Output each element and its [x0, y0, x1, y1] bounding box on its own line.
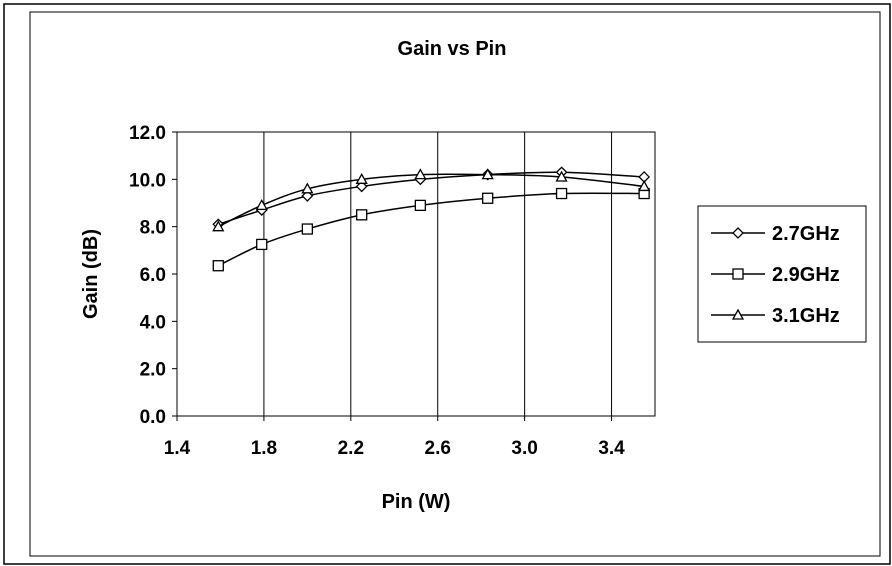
- legend-label: 3.1GHz: [772, 305, 840, 327]
- square-marker: [482, 192, 494, 204]
- x-tick-label: 2.2: [338, 438, 364, 459]
- y-tick-label: 2.0: [140, 360, 166, 381]
- x-tick-label: 2.6: [425, 438, 451, 459]
- y-tick-label: 10.0: [129, 170, 166, 191]
- legend: 2.7GHz 2.9GHz 3.1GHz: [711, 223, 840, 327]
- chart-title: Gain vs Pin: [398, 38, 507, 60]
- legend-label: 2.7GHz: [772, 223, 840, 245]
- triangle-marker: [555, 170, 568, 182]
- triangle-marker: [212, 220, 225, 232]
- legend-entry: 2.7GHz: [711, 223, 840, 245]
- y-tick-label: 6.0: [140, 265, 166, 286]
- triangle-marker: [481, 168, 494, 180]
- triangle-marker: [638, 180, 651, 192]
- legend-diamond-marker: [732, 227, 744, 239]
- series-3.1GHz-group: [212, 168, 651, 232]
- square-marker: [555, 187, 568, 200]
- legend-square-marker: [732, 268, 744, 280]
- x-tick-label: 1.8: [251, 438, 277, 459]
- y-axis-label: Gain (dB): [80, 229, 102, 319]
- y-tick-label: 8.0: [140, 218, 166, 239]
- grid-lines: [263, 132, 613, 416]
- x-tick-label: 3.0: [511, 438, 537, 459]
- triangle-marker: [255, 199, 268, 211]
- legend-triangle-marker: [731, 308, 745, 320]
- series-2.9GHz-group: [212, 187, 650, 272]
- y-tick-label: 12.0: [129, 123, 166, 144]
- legend-entry: 3.1GHz: [711, 305, 840, 327]
- square-marker: [256, 238, 268, 251]
- legend-entry: 2.9GHz: [711, 264, 840, 286]
- square-marker: [414, 199, 426, 212]
- square-marker: [212, 260, 224, 272]
- triangle-marker: [301, 182, 314, 194]
- legend-label: 2.9GHz: [772, 264, 840, 286]
- x-axis-label: Pin (W): [382, 491, 451, 513]
- y-tick-label: 4.0: [140, 312, 166, 333]
- triangle-marker: [355, 172, 368, 184]
- series-layer: [212, 166, 651, 272]
- square-marker: [356, 209, 368, 221]
- triangle-marker: [414, 168, 427, 180]
- square-marker: [301, 223, 314, 235]
- x-tick-label: 1.4: [164, 438, 191, 459]
- y-axis-ticks: 0.0 2.0 4.0 6.0 8.0 10.0 12.0: [129, 123, 177, 428]
- x-axis-ticks: 1.4 1.8 2.2 2.6 3.0 3.4: [164, 416, 625, 459]
- y-tick-label: 0.0: [140, 407, 166, 428]
- x-tick-label: 3.4: [598, 438, 625, 459]
